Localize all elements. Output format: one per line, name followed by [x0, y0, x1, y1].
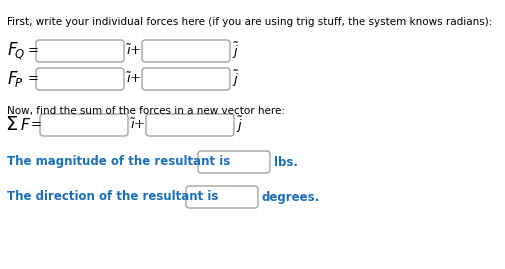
Text: =: =	[28, 44, 39, 58]
Text: =: =	[31, 119, 42, 132]
FancyBboxPatch shape	[36, 40, 124, 62]
FancyBboxPatch shape	[197, 151, 270, 173]
Text: Now, find the sum of the forces in a new vector here:: Now, find the sum of the forces in a new…	[7, 106, 284, 116]
FancyBboxPatch shape	[146, 114, 233, 136]
Text: $\tilde{j}$: $\tilde{j}$	[231, 41, 239, 61]
FancyBboxPatch shape	[186, 186, 258, 208]
Text: degrees.: degrees.	[262, 190, 320, 204]
Text: $\Sigma$: $\Sigma$	[5, 116, 18, 134]
Text: The direction of the resultant is: The direction of the resultant is	[7, 190, 218, 204]
FancyBboxPatch shape	[40, 114, 128, 136]
Text: $\tilde{\imath}$+: $\tilde{\imath}$+	[126, 72, 141, 86]
Text: First, write your individual forces here (if you are using trig stuff, the syste: First, write your individual forces here…	[7, 17, 491, 27]
Text: lbs.: lbs.	[274, 155, 297, 168]
Text: $\mathit{F}$: $\mathit{F}$	[20, 117, 31, 133]
Text: The magnitude of the resultant is: The magnitude of the resultant is	[7, 155, 230, 168]
Text: =: =	[28, 73, 39, 86]
FancyBboxPatch shape	[36, 68, 124, 90]
FancyBboxPatch shape	[142, 68, 230, 90]
Text: $\mathit{F}_{\!\mathit{Q}}$: $\mathit{F}_{\!\mathit{Q}}$	[7, 40, 25, 62]
FancyBboxPatch shape	[142, 40, 230, 62]
Text: $\tilde{j}$: $\tilde{j}$	[231, 69, 239, 89]
Text: $\tilde{\imath}$+: $\tilde{\imath}$+	[130, 118, 145, 132]
Text: $\tilde{j}$: $\tilde{j}$	[235, 115, 243, 135]
Text: $\tilde{\imath}$+: $\tilde{\imath}$+	[126, 44, 141, 58]
Text: $\mathit{F}_{\!\mathit{P}}$: $\mathit{F}_{\!\mathit{P}}$	[7, 69, 24, 89]
